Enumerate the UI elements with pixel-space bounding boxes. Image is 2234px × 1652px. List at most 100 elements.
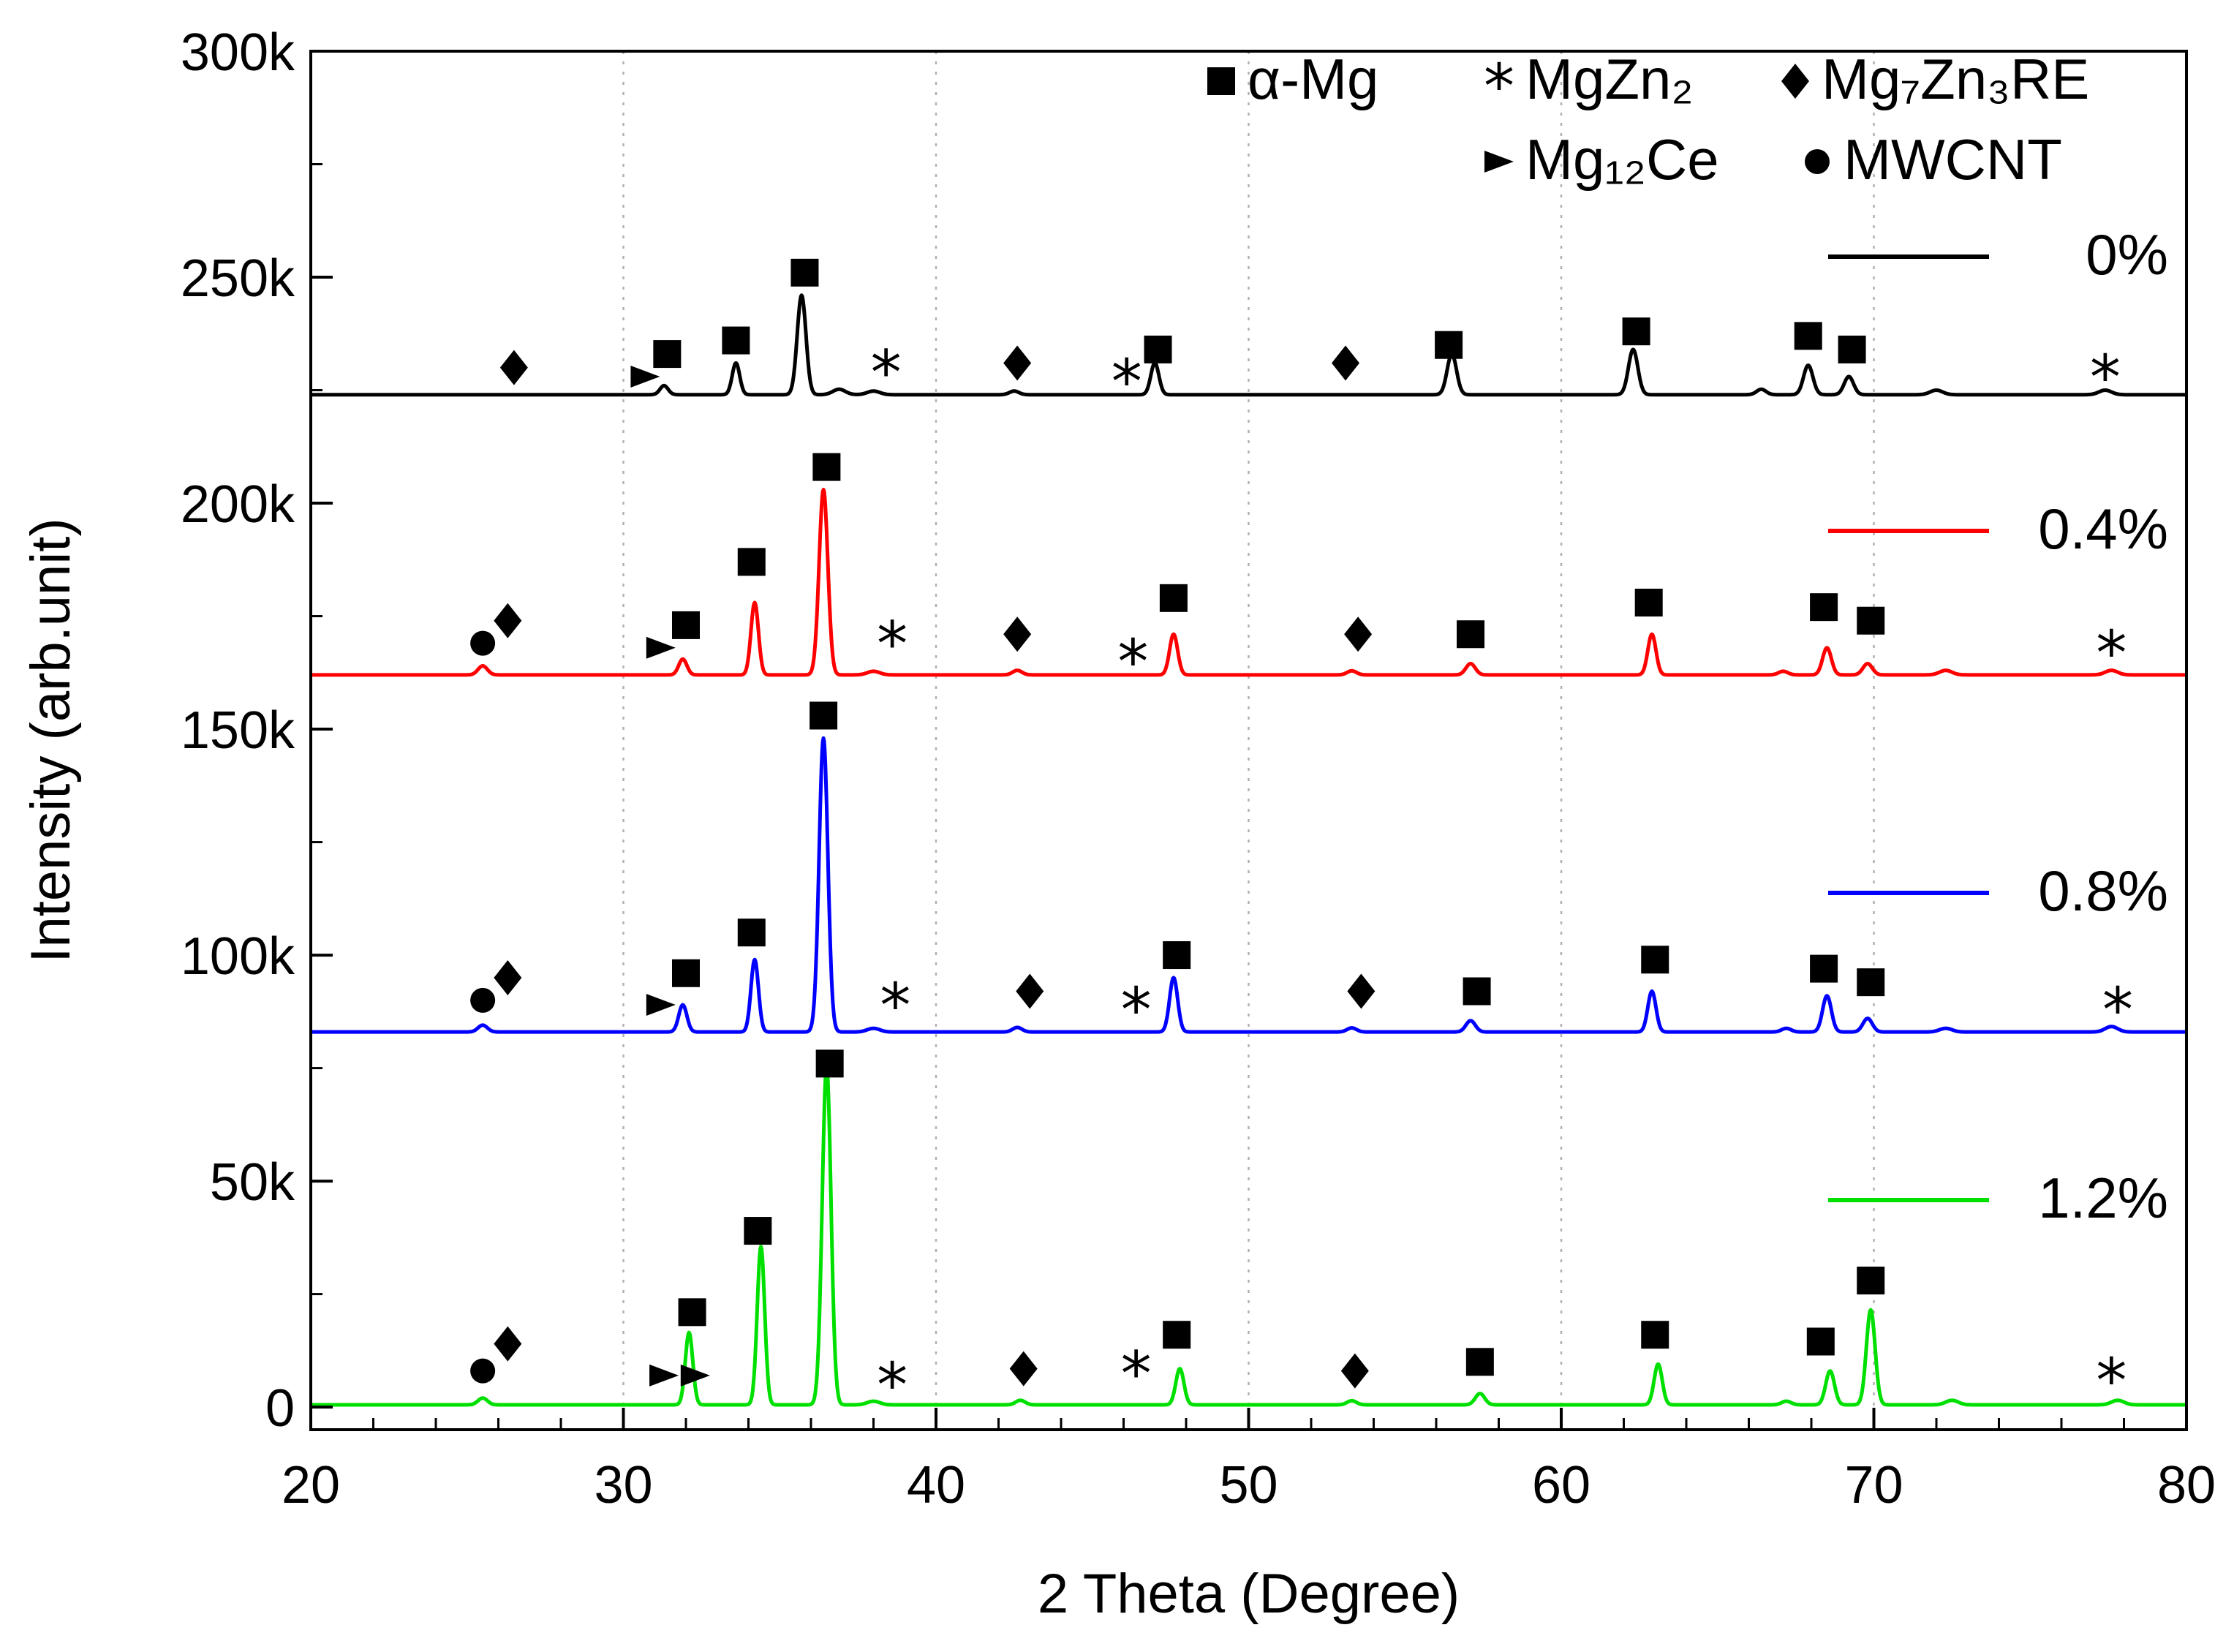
alpha-mg-marker xyxy=(1857,1267,1885,1295)
mg7zn3re-marker xyxy=(1340,1353,1369,1389)
series-layer xyxy=(309,293,2188,1407)
phase-legend-item: MWCNT xyxy=(1805,127,2062,192)
mg12ce-marker xyxy=(646,994,676,1017)
series-legend-label: 0.8% xyxy=(2038,859,2168,923)
alpha-mg-marker xyxy=(744,1217,772,1245)
y-tick-label: 150k xyxy=(181,701,295,760)
alpha-mg-marker xyxy=(1857,968,1885,997)
x-tick-label: 40 xyxy=(907,1456,965,1515)
mgzn2-marker: * xyxy=(2102,974,2133,1046)
x-axis-title: 2 Theta (Degree) xyxy=(1038,1563,1460,1625)
mg7zn3re-marker xyxy=(1347,973,1376,1009)
alpha-mg-marker xyxy=(1810,954,1838,983)
alpha-mg-marker xyxy=(1457,620,1485,649)
alpha-mg-marker xyxy=(1463,977,1491,1006)
series-line-0pct xyxy=(309,293,2188,397)
alpha-mg-marker xyxy=(1465,1348,1494,1376)
mg7zn3re-marker xyxy=(1003,345,1032,381)
alpha-mg-marker xyxy=(1810,593,1838,622)
series-legend: 0% 0.4% 0.8% 1.2% xyxy=(1828,222,2168,1230)
mgzn2-marker: * xyxy=(1112,346,1142,418)
alpha-mg-marker xyxy=(1806,1327,1835,1356)
alpha-mg-marker xyxy=(1207,67,1235,95)
phase-legend-label: MgZn₂ xyxy=(1525,47,1694,111)
y-tick-label: 50k xyxy=(210,1153,295,1212)
mg7zn3re-marker xyxy=(1003,616,1032,652)
phase-legend-label: Mg₇Zn₃RE xyxy=(1822,47,2089,111)
alpha-mg-marker xyxy=(1435,331,1463,359)
series-line-0-4pct xyxy=(309,488,2188,677)
mg7zn3re-marker xyxy=(1332,345,1360,381)
phase-legend-label: MWCNT xyxy=(1844,127,2062,192)
alpha-mg-marker xyxy=(810,701,838,730)
mwcnt-marker xyxy=(470,1358,496,1384)
alpha-mg-marker xyxy=(1159,584,1188,612)
series-legend-label: 0% xyxy=(2086,222,2168,287)
mg12ce-marker xyxy=(630,365,660,388)
phase-marker-layer: * * * * * * * * * * * * xyxy=(470,258,2133,1421)
y-tick-label: 100k xyxy=(181,927,295,986)
mgzn2-marker: * xyxy=(880,970,910,1041)
series-legend-item: 0.8% xyxy=(1828,859,2168,923)
mg7zn3re-marker xyxy=(1016,973,1044,1009)
phase-legend-item: Mg₇Zn₃RE xyxy=(1781,47,2089,111)
series-legend-label: 1.2% xyxy=(2038,1166,2168,1230)
mg12ce-marker xyxy=(680,1364,710,1387)
alpha-mg-marker xyxy=(1641,1321,1669,1349)
alpha-mg-marker xyxy=(1857,606,1885,635)
mwcnt-marker xyxy=(470,987,496,1013)
y-tick-label: 300k xyxy=(181,23,295,82)
mgzn2-marker: * xyxy=(1121,974,1152,1046)
alpha-mg-marker xyxy=(1622,317,1650,346)
alpha-mg-marker xyxy=(1144,335,1172,363)
alpha-mg-marker xyxy=(722,326,750,355)
mgzn2-marker: * xyxy=(877,608,907,679)
alpha-mg-marker xyxy=(815,1049,844,1078)
alpha-mg-marker xyxy=(1163,941,1191,970)
phase-legend: α-Mg * MgZn₂ Mg₇Zn₃RE Mg₁₂Ce MWCNT xyxy=(1207,47,2089,192)
mg7zn3re-marker xyxy=(1009,1351,1038,1387)
mg7zn3re-marker xyxy=(494,959,522,995)
x-tick-label: 50 xyxy=(1219,1456,1278,1515)
mgzn2-marker: * xyxy=(877,1349,907,1421)
mg12ce-marker xyxy=(649,1364,679,1387)
mg7zn3re-marker xyxy=(494,603,522,638)
mwcnt-marker xyxy=(1805,149,1830,174)
alpha-mg-marker xyxy=(790,258,819,287)
mg7zn3re-marker xyxy=(499,350,528,385)
y-tick-label: 200k xyxy=(181,475,295,534)
x-tick-label: 30 xyxy=(594,1456,652,1515)
mgzn2-marker: * xyxy=(1117,626,1148,698)
mg7zn3re-marker xyxy=(494,1326,522,1362)
x-tick-label: 80 xyxy=(2157,1456,2216,1515)
alpha-mg-marker xyxy=(653,340,682,369)
alpha-mg-marker xyxy=(812,453,841,481)
mgzn2-marker: * xyxy=(1484,50,1514,122)
alpha-mg-marker xyxy=(1641,946,1669,974)
series-legend-item: 1.2% xyxy=(1828,1166,2168,1230)
mgzn2-marker: * xyxy=(1121,1338,1152,1410)
phase-legend-label: α-Mg xyxy=(1248,47,1378,111)
series-line-0-8pct xyxy=(309,736,2188,1034)
phase-legend-label: Mg₁₂Ce xyxy=(1525,127,1719,192)
mg7zn3re-marker xyxy=(1781,64,1809,99)
x-tick-label: 20 xyxy=(282,1456,340,1515)
phase-legend-item: * MgZn₂ xyxy=(1484,47,1694,122)
mg12ce-marker xyxy=(1484,151,1514,173)
alpha-mg-marker xyxy=(672,959,700,987)
mg7zn3re-marker xyxy=(1344,616,1373,652)
mgzn2-marker: * xyxy=(2096,617,2127,689)
alpha-mg-marker xyxy=(737,548,766,576)
axis-ticks: 20 30 40 50 60 70 80 0 50k 100k 150k 200k 250k 300k xyxy=(181,23,2216,1515)
grid-lines xyxy=(622,51,1875,1430)
y-tick-label: 0 xyxy=(265,1379,295,1438)
mwcnt-marker xyxy=(470,630,496,656)
mg12ce-marker xyxy=(646,636,676,659)
mgzn2-marker: * xyxy=(2090,342,2121,413)
x-tick-label: 60 xyxy=(1532,1456,1590,1515)
mgzn2-marker: * xyxy=(2096,1345,2127,1417)
series-legend-item: 0% xyxy=(1828,222,2168,287)
alpha-mg-marker xyxy=(1634,589,1663,616)
series-legend-label: 0.4% xyxy=(2038,497,2168,561)
